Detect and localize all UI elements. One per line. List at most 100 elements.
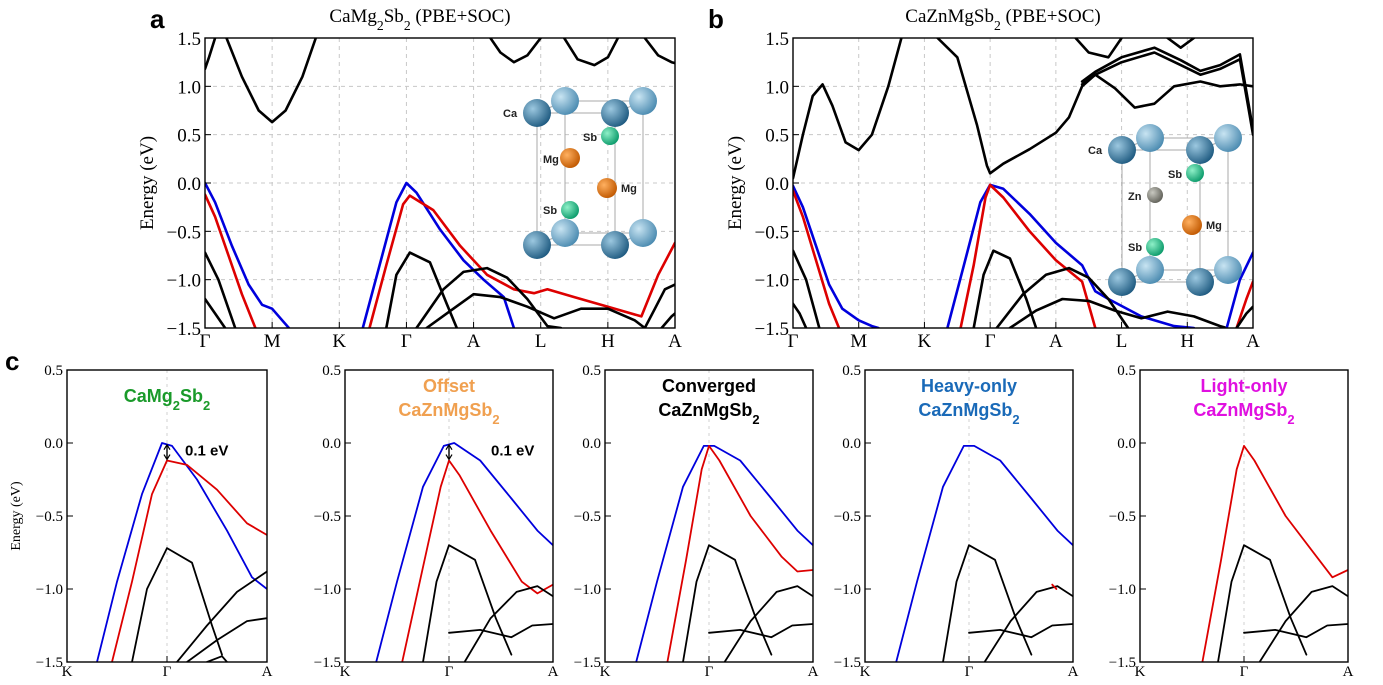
y-tick-label: −0.5 <box>36 509 63 525</box>
band-line-2 <box>489 38 542 64</box>
y-tick-label: −1.5 <box>314 655 341 671</box>
subtitle-line: CaZnMgSb2 <box>658 400 759 427</box>
y-tick-label: −1.0 <box>755 271 789 292</box>
gap-arrowhead-up <box>445 443 453 451</box>
kpoint-label: Γ <box>401 331 412 352</box>
y-tick-label: −0.5 <box>1109 509 1136 525</box>
band-line-0 <box>635 445 813 662</box>
subtitle-line: Light-only <box>1201 376 1288 396</box>
y-tick-label: 0.5 <box>1117 363 1136 379</box>
atom-label-sb: Sb <box>543 205 557 217</box>
band-line-3 <box>1243 623 1348 639</box>
band-line-13 <box>995 266 1130 328</box>
subtitle-line: Converged <box>662 376 756 396</box>
kpoint-label: L <box>535 331 547 352</box>
atom-mg <box>560 148 580 168</box>
band-line-0 <box>793 38 903 180</box>
band-line-11 <box>385 251 459 328</box>
band-line-0 <box>375 442 553 662</box>
y-tick-label: 0.0 <box>322 436 341 452</box>
series-group <box>1201 445 1348 662</box>
band-line-3 <box>562 38 620 67</box>
atom-label-ca: Ca <box>1088 145 1103 157</box>
kpoint-label: H <box>601 331 615 352</box>
series-group <box>793 38 1253 328</box>
ca-atom <box>551 219 579 247</box>
band-line-7 <box>793 189 841 328</box>
band-line-4 <box>448 623 553 639</box>
subtitle-line: CaZnMgSb2 <box>918 400 1019 427</box>
kpoint-label: A <box>1049 331 1063 352</box>
band-line-3 <box>723 585 813 662</box>
kpoint-label: K <box>1135 664 1146 680</box>
y-tick-label: −1.0 <box>834 582 861 598</box>
gap-arrowhead-down <box>445 454 453 461</box>
ca-atom <box>1214 256 1242 284</box>
band-line-2 <box>682 544 773 662</box>
ca-atom <box>523 99 551 127</box>
band-line-3 <box>463 585 553 662</box>
y-axis-label: Energy (eV) <box>137 136 158 230</box>
ca-atom <box>551 87 579 115</box>
gap-arrowhead-up <box>163 443 171 451</box>
y-tick-label: 0.5 <box>44 363 63 379</box>
kpoint-label: M <box>850 331 867 352</box>
y-tick-label: −1.5 <box>167 319 201 340</box>
band-line-4 <box>186 617 267 662</box>
series-group <box>375 442 553 662</box>
ca-atom <box>1186 268 1214 296</box>
ca-atom <box>629 219 657 247</box>
ca-atom <box>629 87 657 115</box>
band-line-13 <box>425 292 647 328</box>
band-line-14 <box>643 283 675 328</box>
band-line-4 <box>643 38 675 65</box>
subtitle-line: Heavy-only <box>921 376 1017 396</box>
band-line-1 <box>1217 544 1308 662</box>
atom-label-sb: Sb <box>1128 242 1142 254</box>
y-tick-label: 0.5 <box>582 363 601 379</box>
y-tick-label: −0.5 <box>755 222 789 243</box>
panel-title: CaMg2Sb2 (PBE+SOC) <box>329 6 510 33</box>
crystal-structure-inset: Ca Sb Zn Mg Sb <box>1088 124 1242 296</box>
band-line-3 <box>1080 46 1253 132</box>
band-line-14 <box>1008 297 1228 328</box>
subtitle-line: Offset <box>423 376 475 396</box>
y-tick-label: −1.0 <box>1109 582 1136 598</box>
kpoint-label: Γ <box>163 664 172 680</box>
band-line-5 <box>1166 38 1196 49</box>
y-tick-label: 0.5 <box>177 126 201 147</box>
atom-label-mg: Mg <box>543 154 559 166</box>
chart-c3: 0.5 0.0 −0.5 −1.0 −1.5K Γ A Converged CaZnMgSb2 <box>574 363 819 680</box>
kpoint-label: Γ <box>1240 664 1249 680</box>
subtitle-line: CaZnMgSb2 <box>398 400 499 427</box>
panel-title: CaZnMgSb2 (PBE+SOC) <box>905 6 1100 33</box>
band-line-1 <box>111 459 267 662</box>
kpoint-label: K <box>62 664 73 680</box>
y-tick-label: −0.5 <box>574 509 601 525</box>
y-tick-label: −1.0 <box>574 582 601 598</box>
series-group <box>895 445 1073 662</box>
y-tick-label: 0.0 <box>765 174 789 195</box>
kpoint-label: K <box>860 664 871 680</box>
y-tick-label: 1.5 <box>177 29 201 50</box>
y-tick-label: 0.0 <box>177 174 201 195</box>
gap-annotation: 0.1 eV <box>491 442 534 459</box>
ca-atom <box>523 231 551 259</box>
band-line-4 <box>1051 583 1058 590</box>
chart-c2: 0.5 0.0 −0.5 −1.0 −1.5K Γ A Offset CaZnMgSb2 0.1 … <box>314 363 559 680</box>
kpoint-label: K <box>340 664 351 680</box>
band-line-4 <box>1074 38 1123 59</box>
atom-mg <box>1182 215 1202 235</box>
ca-atom <box>1136 256 1164 284</box>
band-line-15 <box>660 312 675 328</box>
atom-sb <box>601 127 619 145</box>
kpoint-label: A <box>262 664 273 680</box>
kpoint-label: K <box>600 664 611 680</box>
band-line-2 <box>1258 585 1348 662</box>
y-tick-label: −0.5 <box>834 509 861 525</box>
band-line-5 <box>205 181 291 328</box>
atom-label-mg: Mg <box>621 183 637 195</box>
band-line-0 <box>96 442 267 662</box>
kpoint-label: Γ <box>788 331 799 352</box>
y-tick-label: −0.5 <box>314 509 341 525</box>
